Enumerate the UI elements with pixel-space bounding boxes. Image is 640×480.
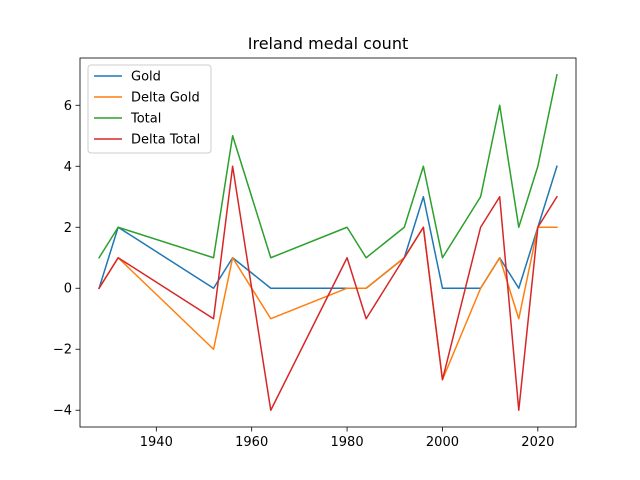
series-line-3 <box>98 165 558 411</box>
x-tick-label: 1960 <box>235 435 268 450</box>
x-tick-label: 2000 <box>426 435 459 450</box>
plot-area: 1940 1960 1980 2000 2020 −4 −2 0 2 4 6 <box>53 57 577 450</box>
legend-label: Gold <box>131 70 161 85</box>
y-tick-label: 2 <box>64 221 72 236</box>
y-tick-label: 6 <box>64 99 72 114</box>
legend-label: Total <box>130 112 161 127</box>
legend-box <box>87 64 212 154</box>
y-tick-label: −4 <box>53 404 72 419</box>
x-tick-label: 2020 <box>521 435 554 450</box>
legend-label: Delta Gold <box>131 91 200 106</box>
y-tick-label: −2 <box>53 343 72 358</box>
x-tick-label: 1940 <box>140 435 173 450</box>
axes-frame <box>79 57 577 428</box>
series-line-2 <box>98 73 558 259</box>
x-tick-label: 1980 <box>331 435 364 450</box>
y-tick-label: 4 <box>64 160 72 175</box>
legend-label: Delta Total <box>131 133 200 148</box>
legend: Gold Delta Gold Total Delta Total <box>87 64 212 154</box>
chart-title: Ireland medal count <box>248 34 408 53</box>
y-tick-label: 0 <box>64 282 72 297</box>
